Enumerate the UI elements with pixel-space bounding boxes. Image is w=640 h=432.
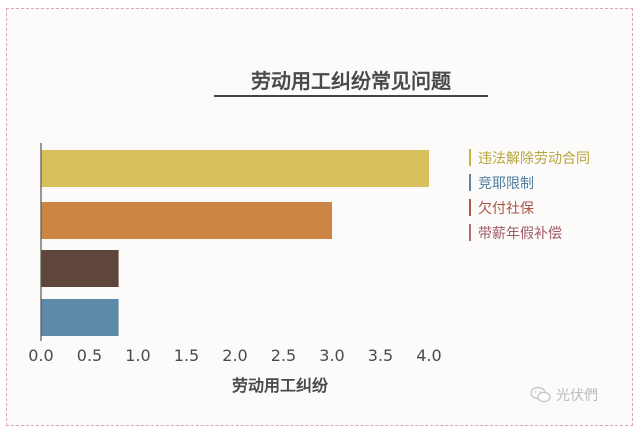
x-tick-label: 2.0: [222, 346, 247, 365]
x-tick-label: 3.5: [368, 346, 393, 365]
watermark-text: 光伏們: [556, 388, 598, 404]
x-tick-label: 0.0: [28, 346, 53, 365]
legend-marker: [469, 199, 471, 216]
bar-4: [41, 299, 119, 336]
legend-label: 欠付社保: [478, 201, 534, 217]
watermark: 光伏們: [530, 385, 598, 405]
chart-title: 劳动用工纠纷常见问题: [251, 69, 452, 93]
x-tick-label: 2.5: [271, 346, 296, 365]
legend-label: 违法解除劳动合同: [478, 151, 590, 167]
bar-1: [41, 150, 429, 187]
x-tick-label: 0.5: [77, 346, 102, 365]
x-axis-label: 劳动用工纠纷: [232, 376, 328, 395]
bar-2: [41, 202, 332, 239]
legend-marker: [469, 224, 471, 241]
wechat-icon: [530, 386, 551, 403]
x-tick-label: 1.5: [174, 346, 199, 365]
x-tick-label: 1.0: [125, 346, 150, 365]
legend-label: 带薪年假补偿: [478, 226, 562, 242]
legend-marker: [469, 149, 471, 166]
bar-3: [41, 250, 119, 287]
legend-marker: [469, 174, 471, 191]
x-tick-label: 3.0: [319, 346, 344, 365]
legend-label: 竞耶限制: [478, 175, 534, 192]
x-tick-label: 4.0: [416, 346, 441, 365]
